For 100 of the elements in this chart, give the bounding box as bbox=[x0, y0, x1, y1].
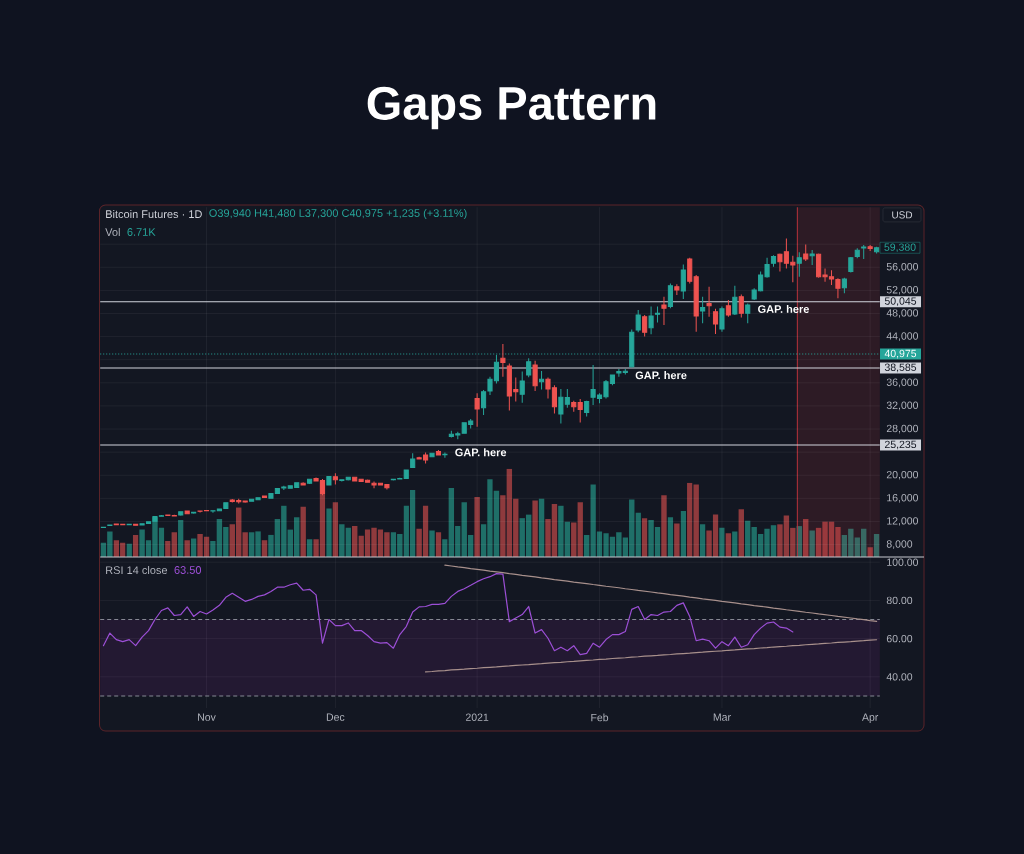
y-tick-label: 8,000 bbox=[886, 540, 913, 549]
candlestick bbox=[435, 449, 442, 456]
bar bbox=[770, 525, 777, 557]
y-axis-title: USD bbox=[892, 211, 913, 219]
candlestick bbox=[500, 343, 506, 378]
y-tick-label: 16,000 bbox=[887, 494, 919, 503]
candlestick bbox=[326, 475, 332, 486]
y-tick-label: 32,000 bbox=[886, 401, 919, 411]
bar bbox=[171, 532, 177, 557]
candlestick bbox=[848, 256, 854, 273]
chart-subtitle: Bitcoin Futures · 1D bbox=[106, 209, 202, 219]
bar bbox=[190, 538, 197, 557]
candlestick bbox=[184, 509, 190, 515]
candlestick bbox=[654, 306, 661, 323]
bar bbox=[352, 526, 358, 557]
annotation: GAP. here bbox=[455, 448, 507, 457]
candlestick bbox=[719, 306, 725, 333]
y-tick-label: 12,000 bbox=[887, 517, 919, 526]
candlestick bbox=[442, 451, 448, 459]
y-tick-label: 52,000 bbox=[886, 286, 919, 295]
y-tick-label: 36,000 bbox=[886, 378, 919, 388]
candlestick bbox=[648, 306, 654, 335]
candlestick bbox=[577, 398, 583, 423]
candlestick bbox=[770, 254, 777, 268]
candlestick bbox=[680, 263, 686, 300]
bar bbox=[435, 532, 442, 557]
bar bbox=[803, 519, 809, 557]
candlestick bbox=[178, 510, 184, 517]
candlestick bbox=[667, 282, 673, 309]
bar bbox=[835, 526, 841, 557]
chart-title: Gaps Pattern bbox=[367, 86, 656, 130]
annotation: 63.50 bbox=[174, 566, 202, 574]
bar bbox=[674, 523, 680, 557]
bar bbox=[474, 496, 480, 557]
candlestick bbox=[661, 296, 667, 326]
chart-title: Vol bbox=[105, 227, 120, 237]
ref-line-label: 40,975 bbox=[884, 349, 917, 359]
candlestick bbox=[841, 277, 847, 294]
candlestick bbox=[700, 296, 706, 324]
bar bbox=[667, 517, 674, 557]
bar bbox=[661, 495, 667, 557]
bar bbox=[577, 502, 583, 557]
line-series bbox=[424, 639, 878, 673]
ref-line-label: 50,045 bbox=[884, 297, 917, 307]
annotation: GAP. here bbox=[758, 304, 809, 313]
y-tick-label: 40.00 bbox=[886, 673, 913, 681]
x-tick-label: Feb bbox=[591, 713, 609, 722]
candlestick bbox=[706, 286, 712, 318]
candlestick bbox=[725, 299, 731, 318]
bar bbox=[699, 524, 706, 557]
bar bbox=[809, 530, 815, 557]
bar bbox=[680, 511, 687, 557]
x-tick-label: Mar bbox=[713, 713, 731, 721]
bar bbox=[500, 495, 506, 557]
candlestick bbox=[133, 523, 139, 527]
candlestick bbox=[803, 243, 809, 262]
candlestick bbox=[861, 244, 867, 260]
bar bbox=[641, 518, 648, 557]
candlestick bbox=[261, 495, 268, 499]
x-tick-label: Nov bbox=[198, 713, 216, 721]
candlestick bbox=[738, 293, 744, 319]
bar bbox=[300, 506, 306, 557]
bar bbox=[538, 498, 545, 557]
candlestick bbox=[712, 308, 719, 335]
annotation: GAP. here bbox=[635, 371, 687, 380]
candlestick bbox=[584, 400, 590, 418]
bar bbox=[738, 509, 744, 557]
candlestick bbox=[538, 370, 545, 390]
bar bbox=[732, 531, 738, 557]
ref-line-label: 25,235 bbox=[884, 440, 917, 450]
candlestick bbox=[635, 309, 641, 333]
candlestick bbox=[745, 302, 751, 324]
bar bbox=[635, 512, 641, 557]
annotation: 6.71K bbox=[127, 228, 156, 236]
bar bbox=[532, 500, 538, 557]
annotation: O39,940 H41,480 L37,300 C40,975 +1,235 (+3.11%) bbox=[209, 208, 467, 220]
candlestick bbox=[809, 249, 815, 266]
candlestick bbox=[854, 247, 860, 259]
candlestick bbox=[532, 360, 538, 392]
ref-line-label: 38,585 bbox=[884, 363, 917, 373]
candlestick bbox=[126, 523, 132, 526]
bar bbox=[493, 490, 500, 557]
candlestick bbox=[300, 481, 306, 486]
y-tick-label: 80.00 bbox=[886, 596, 913, 605]
candlestick bbox=[519, 371, 525, 404]
x-tick-label: Dec bbox=[326, 713, 345, 721]
candlestick bbox=[332, 472, 338, 485]
y-tick-label: 28,000 bbox=[886, 424, 919, 434]
candlestick bbox=[732, 285, 738, 316]
y-tick-label: 20,000 bbox=[886, 470, 919, 480]
bar bbox=[332, 502, 339, 557]
y-tick-label: 60.00 bbox=[886, 634, 913, 643]
candlestick bbox=[107, 524, 113, 527]
bar bbox=[184, 540, 190, 557]
candlestick bbox=[429, 452, 435, 458]
bar bbox=[326, 508, 332, 557]
candlestick bbox=[642, 314, 648, 338]
candlestick bbox=[867, 244, 873, 252]
y-tick-label: 56,000 bbox=[886, 262, 919, 272]
candlestick bbox=[307, 478, 313, 485]
